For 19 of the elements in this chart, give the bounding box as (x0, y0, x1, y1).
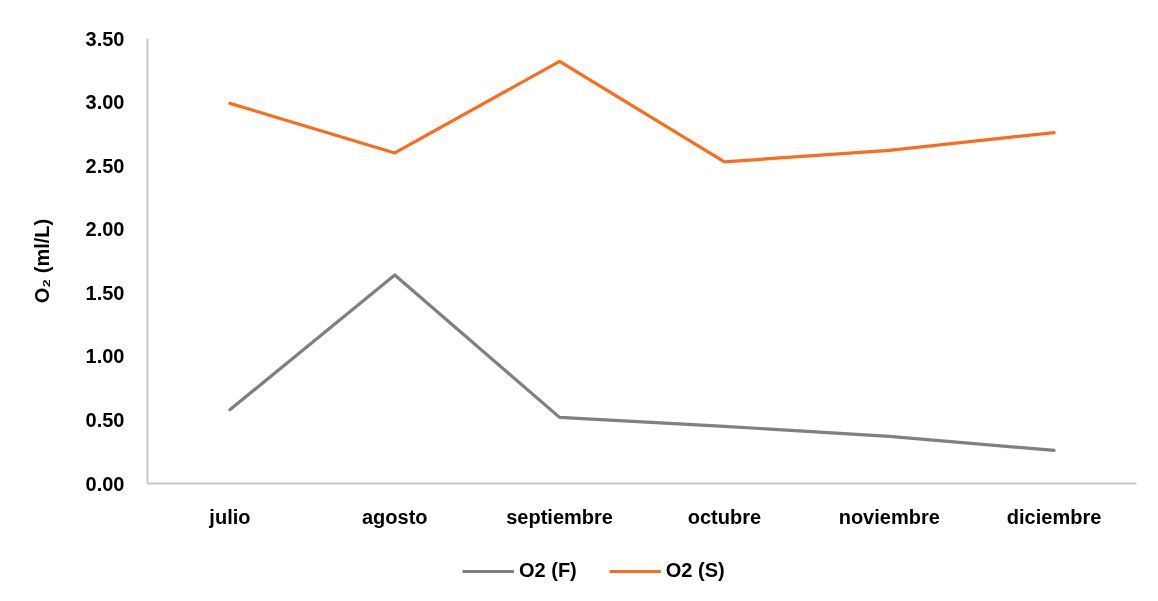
line-series (228, 273, 1056, 453)
legend-label: O2 (F) (519, 559, 577, 582)
y-axis-title: O₂ (ml/L) (30, 218, 53, 304)
y-tick-label: 3.50 (85, 27, 125, 50)
y-tick-label: 0.00 (85, 472, 125, 495)
x-tick-label: noviembre (838, 505, 940, 528)
legend-label: O2 (S) (665, 559, 725, 582)
y-tick-label: 1.50 (85, 281, 125, 304)
y-tick-label: 1.00 (85, 345, 125, 368)
y-tick-label: 0.50 (85, 408, 125, 431)
y-tick-label: 2.00 (85, 218, 125, 241)
x-tick-label: agosto (361, 505, 428, 528)
y-tick-label: 3.00 (85, 91, 125, 114)
x-tick-label: julio (208, 505, 251, 528)
x-tick-label: septiembre (506, 505, 613, 528)
x-tick-label: diciembre (1006, 505, 1102, 528)
x-tick-label: octubre (687, 505, 762, 528)
line-series (228, 59, 1056, 164)
y-tick-label: 2.50 (85, 154, 125, 177)
